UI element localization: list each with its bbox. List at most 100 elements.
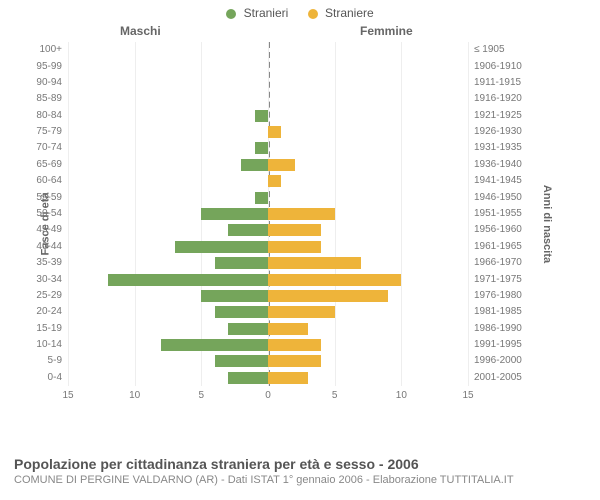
chart-subtitle: COMUNE DI PERGINE VALDARNO (AR) - Dati I…	[14, 474, 584, 486]
pyramid-row: 70-741931-1935	[68, 141, 468, 155]
pyramid-row: 15-191986-1990	[68, 322, 468, 336]
pyramid-row: 5-91996-2000	[68, 354, 468, 368]
pyramid-row: 85-891916-1920	[68, 92, 468, 106]
birth-year-label: 1976-1980	[474, 289, 536, 303]
age-label: 75-79	[20, 125, 62, 139]
pyramid-row: 75-791926-1930	[68, 125, 468, 139]
bar-male	[228, 372, 268, 384]
age-label: 30-34	[20, 273, 62, 287]
chart-container: Stranieri Straniere Maschi Femmine Fasce…	[0, 0, 600, 500]
pyramid-row: 95-991906-1910	[68, 60, 468, 74]
grid-line	[468, 42, 469, 386]
bar-male	[255, 110, 268, 122]
age-label: 100+	[20, 43, 62, 57]
bar-female	[268, 208, 335, 220]
bar-female	[268, 175, 281, 187]
age-label: 15-19	[20, 322, 62, 336]
pyramid-row: 25-291976-1980	[68, 289, 468, 303]
pyramid-row: 100+≤ 1905	[68, 43, 468, 57]
bar-female	[268, 323, 308, 335]
pyramid-row: 55-591946-1950	[68, 191, 468, 205]
bar-male	[201, 208, 268, 220]
birth-year-label: 1946-1950	[474, 191, 536, 205]
pyramid-row: 90-941911-1915	[68, 76, 468, 90]
birth-year-label: 1926-1930	[474, 125, 536, 139]
chart-title: Popolazione per cittadinanza straniera p…	[14, 456, 584, 472]
bar-male	[201, 290, 268, 302]
footer: Popolazione per cittadinanza straniera p…	[14, 456, 584, 486]
male-header: Maschi	[120, 24, 161, 38]
bar-male	[161, 339, 268, 351]
pyramid-row: 60-641941-1945	[68, 174, 468, 188]
birth-year-label: 1906-1910	[474, 60, 536, 74]
x-tick-label: 5	[199, 390, 205, 401]
birth-year-label: 1931-1935	[474, 141, 536, 155]
legend-swatch-male	[226, 9, 236, 19]
age-label: 90-94	[20, 76, 62, 90]
bar-male	[241, 159, 268, 171]
bar-male	[228, 323, 268, 335]
pyramid-row: 45-491956-1960	[68, 223, 468, 237]
legend-swatch-female	[308, 9, 318, 19]
pyramid-row: 30-341971-1975	[68, 273, 468, 287]
birth-year-label: 1996-2000	[474, 354, 536, 368]
bar-male	[255, 142, 268, 154]
age-label: 40-44	[20, 240, 62, 254]
birth-year-label: 1961-1965	[474, 240, 536, 254]
age-label: 0-4	[20, 371, 62, 385]
x-tick-label: 15	[62, 390, 73, 401]
bar-female	[268, 274, 401, 286]
pyramid-row: 50-541951-1955	[68, 207, 468, 221]
legend-label-male: Stranieri	[244, 6, 289, 20]
birth-year-label: ≤ 1905	[474, 43, 536, 57]
x-tick-label: 5	[332, 390, 338, 401]
age-label: 45-49	[20, 223, 62, 237]
birth-year-label: 2001-2005	[474, 371, 536, 385]
right-axis-title: Anni di nascita	[541, 185, 553, 263]
birth-year-label: 1981-1985	[474, 305, 536, 319]
birth-year-label: 1951-1955	[474, 207, 536, 221]
pyramid-row: 20-241981-1985	[68, 305, 468, 319]
bar-male	[228, 224, 268, 236]
pyramid-row: 10-141991-1995	[68, 338, 468, 352]
birth-year-label: 1941-1945	[474, 174, 536, 188]
pyramid-row: 0-42001-2005	[68, 371, 468, 385]
age-label: 35-39	[20, 256, 62, 270]
age-label: 70-74	[20, 141, 62, 155]
bar-female	[268, 224, 321, 236]
bar-female	[268, 241, 321, 253]
legend-item-female: Straniere	[308, 6, 374, 20]
legend-label-female: Straniere	[325, 6, 374, 20]
x-tick-label: 15	[462, 390, 473, 401]
age-label: 25-29	[20, 289, 62, 303]
chart-area: Maschi Femmine Fasce di età Anni di nasc…	[20, 24, 580, 424]
age-label: 85-89	[20, 92, 62, 106]
bar-male	[175, 241, 268, 253]
bar-female	[268, 257, 361, 269]
bar-female	[268, 126, 281, 138]
birth-year-label: 1916-1920	[474, 92, 536, 106]
birth-year-label: 1956-1960	[474, 223, 536, 237]
age-label: 80-84	[20, 109, 62, 123]
bar-female	[268, 372, 308, 384]
birth-year-label: 1936-1940	[474, 158, 536, 172]
age-label: 65-69	[20, 158, 62, 172]
bar-male	[255, 192, 268, 204]
age-label: 50-54	[20, 207, 62, 221]
female-header: Femmine	[360, 24, 413, 38]
birth-year-label: 1991-1995	[474, 338, 536, 352]
birth-year-label: 1921-1925	[474, 109, 536, 123]
age-label: 95-99	[20, 60, 62, 74]
bar-female	[268, 355, 321, 367]
birth-year-label: 1966-1970	[474, 256, 536, 270]
pyramid-row: 40-441961-1965	[68, 240, 468, 254]
bar-male	[108, 274, 268, 286]
bar-female	[268, 339, 321, 351]
x-tick-label: 0	[265, 390, 271, 401]
bar-female	[268, 290, 388, 302]
birth-year-label: 1986-1990	[474, 322, 536, 336]
legend: Stranieri Straniere	[0, 0, 600, 20]
plot-area: 100+≤ 1905 95-991906-1910 90-941911-1915 85…	[68, 42, 468, 386]
age-label: 10-14	[20, 338, 62, 352]
x-tick-label: 10	[396, 390, 407, 401]
